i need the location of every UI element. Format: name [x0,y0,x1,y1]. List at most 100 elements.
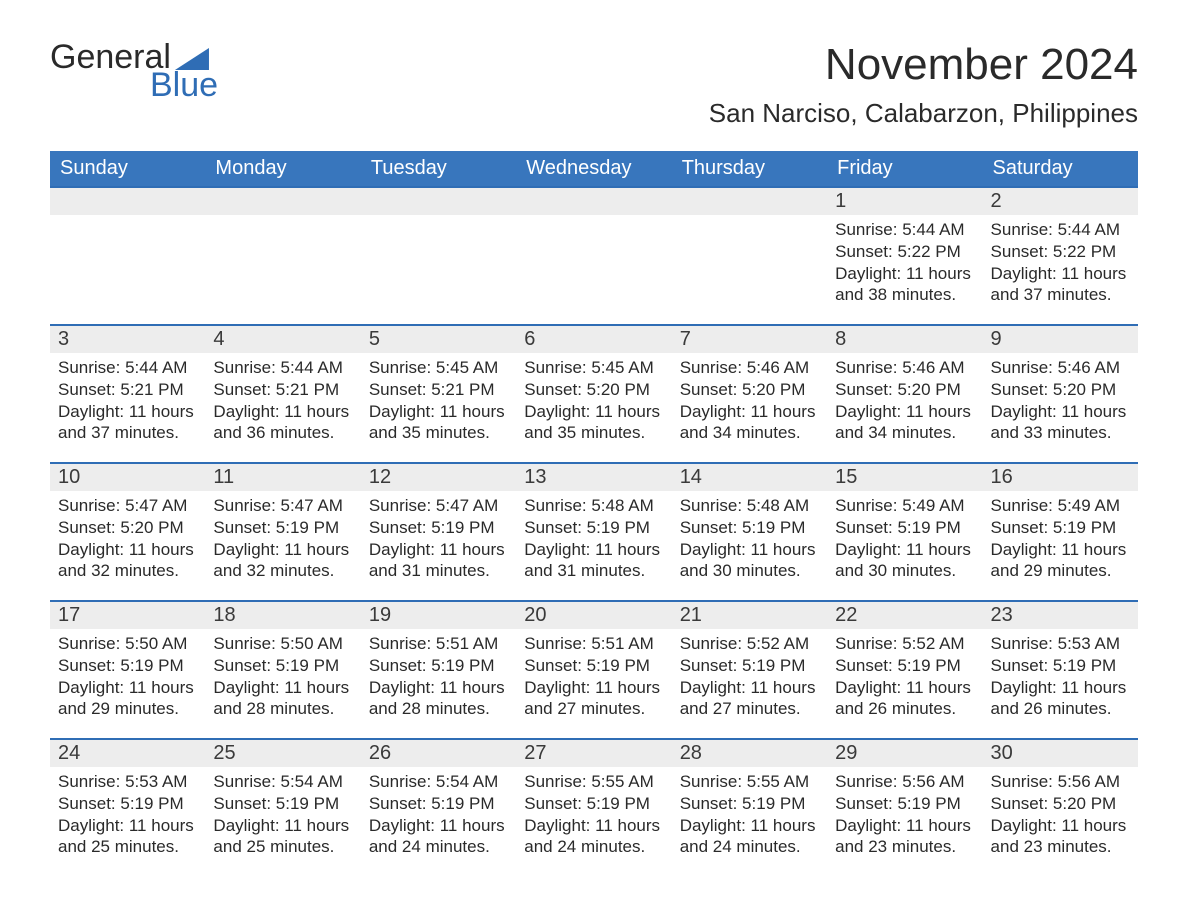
daylight-text-line2: and 25 minutes. [213,836,352,858]
daylight-text-line1: Daylight: 11 hours [58,401,197,423]
day-detail: Sunrise: 5:56 AMSunset: 5:20 PMDaylight:… [983,767,1138,858]
sunrise-text: Sunrise: 5:44 AM [213,357,352,379]
daylight-text-line2: and 28 minutes. [369,698,508,720]
sunset-text: Sunset: 5:19 PM [835,793,974,815]
day-number [516,186,671,215]
calendar-cell: 10Sunrise: 5:47 AMSunset: 5:20 PMDayligh… [50,462,205,600]
daylight-text-line1: Daylight: 11 hours [991,401,1130,423]
day-number: 30 [983,738,1138,767]
sunset-text: Sunset: 5:19 PM [991,655,1130,677]
sunrise-text: Sunrise: 5:52 AM [835,633,974,655]
day-number [50,186,205,215]
day-detail: Sunrise: 5:56 AMSunset: 5:19 PMDaylight:… [827,767,982,858]
calendar-cell: 23Sunrise: 5:53 AMSunset: 5:19 PMDayligh… [983,600,1138,738]
daylight-text-line1: Daylight: 11 hours [58,815,197,837]
daylight-text-line1: Daylight: 11 hours [835,539,974,561]
sunrise-text: Sunrise: 5:54 AM [213,771,352,793]
sunset-text: Sunset: 5:19 PM [524,655,663,677]
daylight-text-line2: and 34 minutes. [835,422,974,444]
day-number: 21 [672,600,827,629]
calendar-cell: 19Sunrise: 5:51 AMSunset: 5:19 PMDayligh… [361,600,516,738]
day-number: 18 [205,600,360,629]
calendar-cell: 6Sunrise: 5:45 AMSunset: 5:20 PMDaylight… [516,324,671,462]
calendar-cell: 8Sunrise: 5:46 AMSunset: 5:20 PMDaylight… [827,324,982,462]
sunrise-text: Sunrise: 5:51 AM [524,633,663,655]
daylight-text-line1: Daylight: 11 hours [213,815,352,837]
sunset-text: Sunset: 5:19 PM [835,517,974,539]
daylight-text-line2: and 31 minutes. [369,560,508,582]
weekday-header: Tuesday [361,151,516,186]
calendar-row: 17Sunrise: 5:50 AMSunset: 5:19 PMDayligh… [50,600,1138,738]
daylight-text-line1: Daylight: 11 hours [524,539,663,561]
calendar-cell: 4Sunrise: 5:44 AMSunset: 5:21 PMDaylight… [205,324,360,462]
day-detail: Sunrise: 5:49 AMSunset: 5:19 PMDaylight:… [827,491,982,582]
day-detail: Sunrise: 5:47 AMSunset: 5:19 PMDaylight:… [361,491,516,582]
calendar-cell: 28Sunrise: 5:55 AMSunset: 5:19 PMDayligh… [672,738,827,876]
daylight-text-line2: and 29 minutes. [58,698,197,720]
sunrise-text: Sunrise: 5:54 AM [369,771,508,793]
day-number: 1 [827,186,982,215]
daylight-text-line2: and 24 minutes. [680,836,819,858]
day-detail: Sunrise: 5:54 AMSunset: 5:19 PMDaylight:… [361,767,516,858]
day-detail: Sunrise: 5:50 AMSunset: 5:19 PMDaylight:… [205,629,360,720]
daylight-text-line2: and 27 minutes. [680,698,819,720]
sunrise-text: Sunrise: 5:56 AM [835,771,974,793]
flag-icon [175,48,209,70]
day-detail: Sunrise: 5:48 AMSunset: 5:19 PMDaylight:… [516,491,671,582]
sunset-text: Sunset: 5:20 PM [991,793,1130,815]
calendar-cell [361,186,516,324]
sunset-text: Sunset: 5:21 PM [58,379,197,401]
day-number: 5 [361,324,516,353]
calendar-cell: 3Sunrise: 5:44 AMSunset: 5:21 PMDaylight… [50,324,205,462]
calendar-cell: 9Sunrise: 5:46 AMSunset: 5:20 PMDaylight… [983,324,1138,462]
calendar-cell: 21Sunrise: 5:52 AMSunset: 5:19 PMDayligh… [672,600,827,738]
sunrise-text: Sunrise: 5:50 AM [58,633,197,655]
day-number: 11 [205,462,360,491]
daylight-text-line2: and 30 minutes. [680,560,819,582]
sunset-text: Sunset: 5:19 PM [369,655,508,677]
day-number: 13 [516,462,671,491]
calendar-cell: 25Sunrise: 5:54 AMSunset: 5:19 PMDayligh… [205,738,360,876]
day-detail: Sunrise: 5:52 AMSunset: 5:19 PMDaylight:… [827,629,982,720]
day-detail: Sunrise: 5:48 AMSunset: 5:19 PMDaylight:… [672,491,827,582]
day-detail: Sunrise: 5:52 AMSunset: 5:19 PMDaylight:… [672,629,827,720]
sunrise-text: Sunrise: 5:46 AM [680,357,819,379]
calendar-cell: 13Sunrise: 5:48 AMSunset: 5:19 PMDayligh… [516,462,671,600]
weekday-header: Monday [205,151,360,186]
day-number: 25 [205,738,360,767]
day-detail: Sunrise: 5:55 AMSunset: 5:19 PMDaylight:… [516,767,671,858]
daylight-text-line1: Daylight: 11 hours [680,677,819,699]
weekday-header: Wednesday [516,151,671,186]
sunset-text: Sunset: 5:21 PM [213,379,352,401]
daylight-text-line1: Daylight: 11 hours [991,677,1130,699]
daylight-text-line2: and 37 minutes. [58,422,197,444]
day-detail: Sunrise: 5:47 AMSunset: 5:19 PMDaylight:… [205,491,360,582]
daylight-text-line1: Daylight: 11 hours [524,401,663,423]
day-detail: Sunrise: 5:47 AMSunset: 5:20 PMDaylight:… [50,491,205,582]
sunrise-text: Sunrise: 5:48 AM [680,495,819,517]
sunrise-text: Sunrise: 5:56 AM [991,771,1130,793]
calendar-cell: 27Sunrise: 5:55 AMSunset: 5:19 PMDayligh… [516,738,671,876]
calendar-table: Sunday Monday Tuesday Wednesday Thursday… [50,151,1138,876]
day-detail: Sunrise: 5:44 AMSunset: 5:22 PMDaylight:… [827,215,982,306]
daylight-text-line1: Daylight: 11 hours [213,539,352,561]
header-block: General Blue November 2024 San Narciso, … [50,40,1138,129]
sunset-text: Sunset: 5:19 PM [524,793,663,815]
month-title: November 2024 [709,40,1138,90]
day-detail: Sunrise: 5:45 AMSunset: 5:21 PMDaylight:… [361,353,516,444]
weekday-header: Thursday [672,151,827,186]
daylight-text-line1: Daylight: 11 hours [524,815,663,837]
daylight-text-line2: and 28 minutes. [213,698,352,720]
daylight-text-line1: Daylight: 11 hours [680,401,819,423]
daylight-text-line2: and 35 minutes. [369,422,508,444]
day-number: 22 [827,600,982,629]
sunset-text: Sunset: 5:19 PM [680,793,819,815]
sunset-text: Sunset: 5:19 PM [369,517,508,539]
day-number: 12 [361,462,516,491]
daylight-text-line2: and 29 minutes. [991,560,1130,582]
daylight-text-line2: and 26 minutes. [991,698,1130,720]
location-subtitle: San Narciso, Calabarzon, Philippines [709,98,1138,129]
calendar-cell: 14Sunrise: 5:48 AMSunset: 5:19 PMDayligh… [672,462,827,600]
day-number: 26 [361,738,516,767]
calendar-cell: 24Sunrise: 5:53 AMSunset: 5:19 PMDayligh… [50,738,205,876]
